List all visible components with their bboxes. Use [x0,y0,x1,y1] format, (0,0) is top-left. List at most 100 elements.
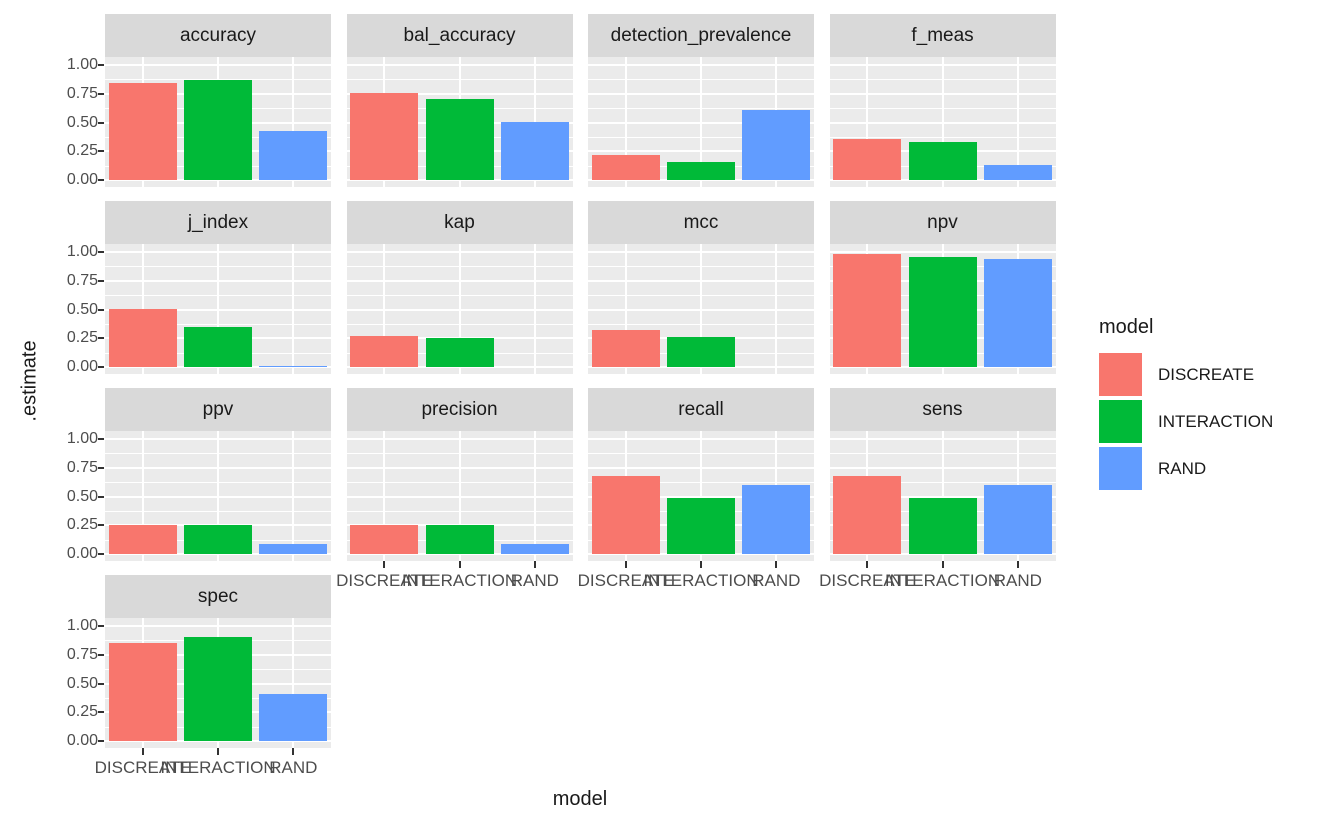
x-tick-mark [292,748,295,755]
bar-RAND [983,485,1052,554]
y-tick-mark [98,466,104,469]
facet-panel [829,431,1056,561]
facet-strip: f_meas [829,14,1056,57]
facet-strip: bal_accuracy [346,14,573,57]
facet-strip-label: accuracy [179,24,257,46]
y-tick-mark [98,179,104,181]
gridline-vertical [141,431,144,561]
facet-recall: recall [588,388,814,561]
facet-strip: recall [588,388,814,431]
legend-item-label: INTERACTION [1158,411,1274,431]
bar-RAND [259,366,328,367]
y-tick-label: 1.00 [66,56,98,73]
facet-panel [588,431,814,561]
y-tick-label: 0.75 [66,645,98,663]
gridline-vertical [624,244,627,374]
bar-DISCREATE [108,83,177,180]
bar-DISCREATE [833,139,902,180]
facet-panel [105,57,331,187]
facet-strip: precision [346,388,573,431]
x-tick-label: DISCREATE [819,571,916,590]
x-tick-label: RAND [269,758,318,777]
facet-strip: spec [105,575,331,618]
x-tick-label: INTERACTION [401,571,518,590]
bar-INTERACTION [184,637,252,741]
y-axis-title: .estimate [18,340,41,422]
facet-strip: j_index [105,201,331,244]
facet-bal_accuracy: bal_accuracy [346,14,573,187]
x-tick-mark [533,561,536,568]
x-tick-mark [141,748,144,755]
y-tick-label: 0.25 [66,703,98,721]
gridline-vertical [700,431,702,561]
bar-RAND [983,165,1052,180]
x-tick-label: RAND [993,571,1042,590]
facet-panel [346,244,573,374]
facet-panel [588,244,814,374]
facet-strip-label: mcc [683,211,719,233]
facet-strip-label: sens [922,398,963,420]
facet-kap: kap [346,201,573,374]
facet-strip: mcc [588,201,814,244]
bar-INTERACTION [184,80,252,180]
bar-RAND [983,259,1052,367]
legend-swatch [1099,447,1142,490]
x-tick-mark [217,748,219,755]
bar-DISCREATE [833,476,902,554]
facet-mcc: mcc [588,201,814,374]
y-tick-label: 0.75 [66,271,98,289]
bar-INTERACTION [908,498,977,554]
y-tick-label: 1.00 [66,430,98,447]
facet-strip-label: ppv [202,398,234,420]
facet-spec: spec [105,575,331,748]
y-tick-label: 0.25 [66,329,98,347]
x-tick-label: INTERACTION [160,758,276,777]
bar-RAND [259,544,328,554]
facet-f_meas: f_meas [829,14,1056,187]
x-tick-mark [383,561,386,568]
bar-INTERACTION [908,257,977,367]
bar-INTERACTION [425,525,494,554]
gridline-vertical [292,244,295,374]
y-tick-mark [98,495,104,498]
gridline-vertical [1016,57,1019,187]
facet-panel [105,244,331,374]
gridline-vertical [700,57,702,187]
y-tick-mark [98,366,104,368]
bar-INTERACTION [667,337,735,367]
bar-DISCREATE [833,254,902,367]
x-tick-label: DISCREATE [336,571,433,590]
facet-strip: sens [829,388,1056,431]
x-tick-mark [458,561,461,568]
y-tick-mark [98,92,104,95]
gridline-vertical [383,431,386,561]
y-tick-mark [98,337,104,340]
bar-RAND [259,694,328,741]
x-tick-label: DISCREATE [94,758,191,777]
y-tick-label: 0.50 [66,113,98,131]
gridline-vertical [217,431,219,561]
y-tick-mark [98,553,104,555]
gridline-vertical [533,244,536,374]
gridline-vertical [700,244,702,374]
legend-item-label: DISCREATE [1158,364,1255,384]
bar-DISCREATE [350,525,419,554]
facet-strip-label: kap [444,211,475,233]
facet-strip-label: precision [421,398,498,420]
bar-DISCREATE [350,336,419,367]
y-tick-mark [98,682,104,685]
x-tick-label: INTERACTION [884,571,1001,590]
bar-INTERACTION [425,99,494,180]
bar-RAND [500,544,569,554]
bar-DISCREATE [350,93,419,180]
y-tick-label: 0.00 [66,171,98,188]
x-tick-label: RAND [752,571,801,590]
facet-sens: sens [829,388,1056,561]
facet-strip-label: recall [678,398,724,420]
facet-panel [346,57,573,187]
x-tick-label: DISCREATE [577,571,674,590]
y-tick-label: 0.00 [66,732,98,749]
y-tick-label: 0.75 [66,458,98,476]
y-tick-mark [98,150,104,153]
